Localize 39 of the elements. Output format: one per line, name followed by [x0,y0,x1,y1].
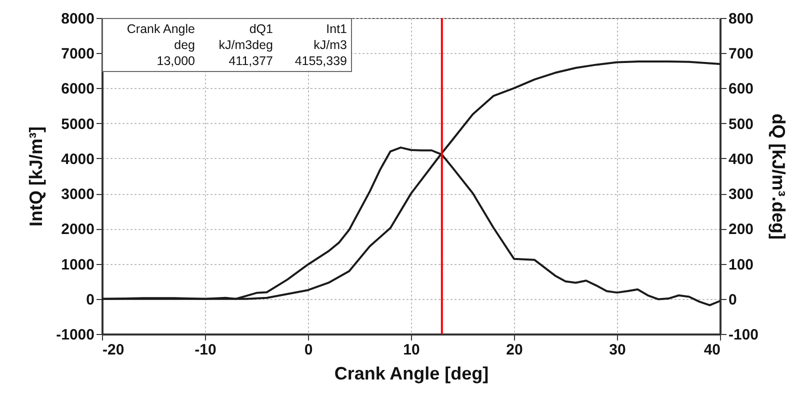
x-tick-label: 0 [304,342,313,358]
x-tick-label: -20 [102,342,124,358]
annotation: kJ/m3 [312,37,347,53]
y-tick-label: 1000 [61,256,94,274]
y-tick-label: 3000 [61,186,94,204]
y2-tick-label: 600 [728,80,754,98]
y2-tick-label: 800 [728,10,754,28]
y2-tick-label: 400 [728,150,754,168]
y-tick-label: 2000 [61,221,94,238]
y2-tick-label: 200 [728,221,754,238]
annotation: Crank Angle [126,21,195,37]
y2-axis-title: dQ [kJ/m³.deg] [768,113,789,240]
y2-tick-label: 700 [728,46,754,63]
annotation: 411,377 [228,53,273,69]
y-tick-label: 4000 [61,150,94,168]
y2-tick-label: -100 [728,326,759,344]
annotation: 4155,339 [294,53,347,69]
y2-tick-label: 100 [728,256,754,274]
annotation: 13,000 [156,53,195,69]
y-tick-label: 7000 [61,46,94,63]
y2-tick-label: 300 [728,186,754,204]
x-tick-label: -10 [194,342,216,358]
y2-tick-label: 500 [728,116,754,133]
x-axis-title: Crank Angle [deg] [334,364,489,384]
y-tick-label: 5000 [61,116,94,133]
y2-tick-label: 0 [728,291,737,308]
annotation: Int1 [325,21,347,37]
annotation: deg [173,37,195,53]
x-tick-label: 30 [609,342,626,358]
y-axis-title: IntQ [kJ/m³] [26,126,46,227]
annotation: dQ1 [248,21,273,37]
x-tick-label: 10 [403,342,420,358]
y-tick-label: 0 [86,291,94,308]
x-tick-label: 20 [506,342,523,358]
annotation: kJ/m3deg [218,37,273,53]
y-tick-label: -1000 [56,326,94,344]
x-tick-label: 40 [704,342,720,358]
y-tick-label: 6000 [61,80,94,98]
y-tick-label: 8000 [61,10,94,28]
